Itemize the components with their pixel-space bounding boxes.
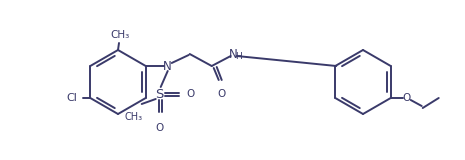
Text: O: O (187, 89, 195, 99)
Text: H: H (235, 52, 241, 61)
Text: S: S (155, 88, 164, 100)
Text: Cl: Cl (66, 93, 77, 103)
Text: CH₃: CH₃ (125, 112, 143, 122)
Text: O: O (403, 93, 411, 103)
Text: N: N (229, 48, 238, 60)
Text: O: O (218, 89, 226, 99)
Text: O: O (156, 123, 164, 133)
Text: N: N (163, 60, 172, 72)
Text: CH₃: CH₃ (110, 30, 130, 40)
